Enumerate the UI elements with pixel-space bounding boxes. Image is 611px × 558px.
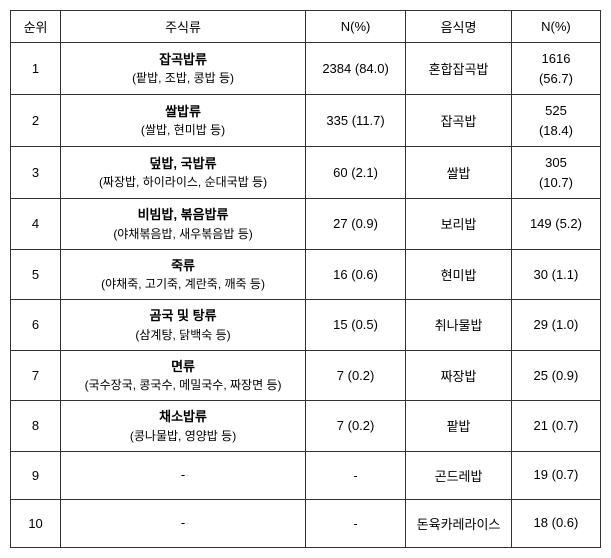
- cell-n1: 335 (11.7): [305, 95, 405, 147]
- table-row: 10--돈육카레라이스18 (0.6): [11, 499, 601, 547]
- category-main-text: 곰국 및 탕류: [65, 306, 301, 326]
- cell-category: 덮밥, 국밥류(짜장밥, 하이라이스, 순대국밥 등): [61, 147, 306, 199]
- header-n2: N(%): [511, 11, 600, 43]
- cell-rank: 2: [11, 95, 61, 147]
- cell-rank: 10: [11, 499, 61, 547]
- cell-n2: 30 (1.1): [511, 249, 600, 300]
- category-main-text: 채소밥류: [65, 407, 301, 427]
- cell-n1: 15 (0.5): [305, 300, 405, 351]
- cell-n2: 525(18.4): [511, 95, 600, 147]
- cell-n1: 16 (0.6): [305, 249, 405, 300]
- category-sub-text: (국수장국, 콩국수, 메밀국수, 짜장면 등): [65, 376, 301, 394]
- cell-n1: 2384 (84.0): [305, 43, 405, 95]
- header-rank: 순위: [11, 11, 61, 43]
- table-row: 6곰국 및 탕류(삼계탕, 닭백숙 등)15 (0.5)취나물밥29 (1.0): [11, 300, 601, 351]
- category-sub-text: (삼계탕, 닭백숙 등): [65, 326, 301, 344]
- cell-n1: 60 (2.1): [305, 147, 405, 199]
- table-row: 2쌀밥류(쌀밥, 현미밥 등)335 (11.7)잡곡밥525(18.4): [11, 95, 601, 147]
- table-row: 9--곤드레밥19 (0.7): [11, 451, 601, 499]
- cell-rank: 4: [11, 199, 61, 250]
- cell-n1: 7 (0.2): [305, 350, 405, 401]
- table-row: 1잡곡밥류(팥밥, 조밥, 콩밥 등)2384 (84.0)혼합잡곡밥1616(…: [11, 43, 601, 95]
- cell-category: -: [61, 451, 306, 499]
- cell-rank: 7: [11, 350, 61, 401]
- cell-category: 면류(국수장국, 콩국수, 메밀국수, 짜장면 등): [61, 350, 306, 401]
- cell-category: 곰국 및 탕류(삼계탕, 닭백숙 등): [61, 300, 306, 351]
- cell-n2: 18 (0.6): [511, 499, 600, 547]
- header-row: 순위 주식류 N(%) 음식명 N(%): [11, 11, 601, 43]
- cell-category: -: [61, 499, 306, 547]
- cell-rank: 8: [11, 401, 61, 452]
- table-row: 4비빔밥, 볶음밥류(야채볶음밥, 새우볶음밥 등)27 (0.9)보리밥149…: [11, 199, 601, 250]
- category-sub-text: (쌀밥, 현미밥 등): [65, 121, 301, 139]
- category-main-text: 면류: [65, 357, 301, 377]
- cell-food: 현미밥: [406, 249, 512, 300]
- table-row: 3덮밥, 국밥류(짜장밥, 하이라이스, 순대국밥 등)60 (2.1)쌀밥30…: [11, 147, 601, 199]
- cell-rank: 6: [11, 300, 61, 351]
- cell-food: 팥밥: [406, 401, 512, 452]
- cell-n1: -: [305, 499, 405, 547]
- cell-n1: 27 (0.9): [305, 199, 405, 250]
- cell-food: 돈육카레라이스: [406, 499, 512, 547]
- header-category: 주식류: [61, 11, 306, 43]
- cell-category: 쌀밥류(쌀밥, 현미밥 등): [61, 95, 306, 147]
- category-main-text: 죽류: [65, 256, 301, 276]
- category-sub-text: (짜장밥, 하이라이스, 순대국밥 등): [65, 173, 301, 191]
- cell-category: 비빔밥, 볶음밥류(야채볶음밥, 새우볶음밥 등): [61, 199, 306, 250]
- cell-category: 채소밥류(콩나물밥, 영양밥 등): [61, 401, 306, 452]
- category-sub-text: (야채죽, 고기죽, 계란죽, 깨죽 등): [65, 275, 301, 293]
- category-sub-text: (야채볶음밥, 새우볶음밥 등): [65, 225, 301, 243]
- cell-category: 죽류(야채죽, 고기죽, 계란죽, 깨죽 등): [61, 249, 306, 300]
- cell-n2: 305(10.7): [511, 147, 600, 199]
- category-main-text: 잡곡밥류: [65, 50, 301, 70]
- n2-percent: (10.7): [516, 173, 596, 193]
- n2-value: 1616: [516, 49, 596, 69]
- table-row: 8채소밥류(콩나물밥, 영양밥 등)7 (0.2)팥밥21 (0.7): [11, 401, 601, 452]
- cell-food: 취나물밥: [406, 300, 512, 351]
- cell-food: 쌀밥: [406, 147, 512, 199]
- cell-n1: 7 (0.2): [305, 401, 405, 452]
- category-main-text: 비빔밥, 볶음밥류: [65, 205, 301, 225]
- table-body: 1잡곡밥류(팥밥, 조밥, 콩밥 등)2384 (84.0)혼합잡곡밥1616(…: [11, 43, 601, 548]
- cell-rank: 1: [11, 43, 61, 95]
- cell-n2: 25 (0.9): [511, 350, 600, 401]
- cell-category: 잡곡밥류(팥밥, 조밥, 콩밥 등): [61, 43, 306, 95]
- cell-n2: 19 (0.7): [511, 451, 600, 499]
- cell-food: 잡곡밥: [406, 95, 512, 147]
- cell-n2: 1616(56.7): [511, 43, 600, 95]
- cell-food: 보리밥: [406, 199, 512, 250]
- n2-value: 305: [516, 153, 596, 173]
- table-row: 7면류(국수장국, 콩국수, 메밀국수, 짜장면 등)7 (0.2)짜장밥25 …: [11, 350, 601, 401]
- cell-rank: 9: [11, 451, 61, 499]
- cell-n1: -: [305, 451, 405, 499]
- cell-rank: 5: [11, 249, 61, 300]
- cell-food: 혼합잡곡밥: [406, 43, 512, 95]
- category-main-text: 덮밥, 국밥류: [65, 154, 301, 174]
- table-row: 5죽류(야채죽, 고기죽, 계란죽, 깨죽 등)16 (0.6)현미밥30 (1…: [11, 249, 601, 300]
- category-main-text: 쌀밥류: [65, 102, 301, 122]
- header-n1: N(%): [305, 11, 405, 43]
- cell-n2: 149 (5.2): [511, 199, 600, 250]
- cell-rank: 3: [11, 147, 61, 199]
- category-sub-text: (팥밥, 조밥, 콩밥 등): [65, 69, 301, 87]
- cell-n2: 21 (0.7): [511, 401, 600, 452]
- food-category-table: 순위 주식류 N(%) 음식명 N(%) 1잡곡밥류(팥밥, 조밥, 콩밥 등)…: [10, 10, 601, 548]
- n2-value: 525: [516, 101, 596, 121]
- category-sub-text: (콩나물밥, 영양밥 등): [65, 427, 301, 445]
- cell-food: 곤드레밥: [406, 451, 512, 499]
- header-food: 음식명: [406, 11, 512, 43]
- cell-food: 짜장밥: [406, 350, 512, 401]
- n2-percent: (18.4): [516, 121, 596, 141]
- n2-percent: (56.7): [516, 69, 596, 89]
- cell-n2: 29 (1.0): [511, 300, 600, 351]
